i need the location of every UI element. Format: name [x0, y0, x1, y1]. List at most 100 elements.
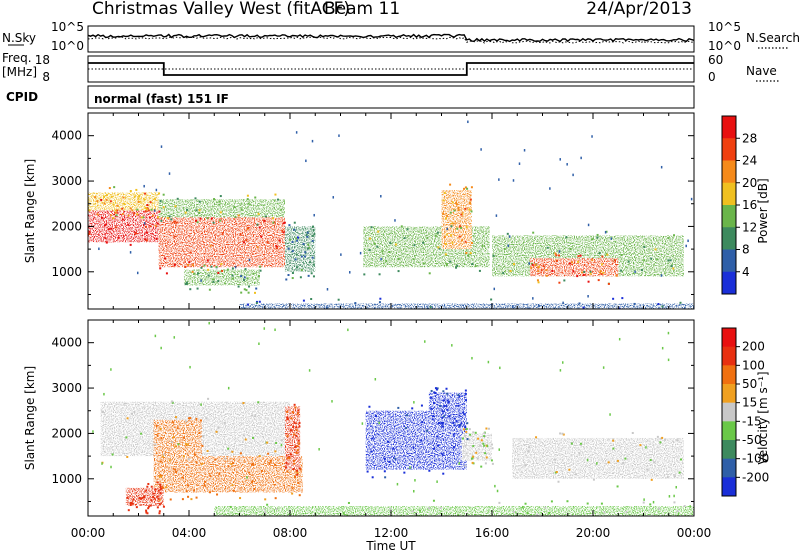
power-speck [195, 219, 198, 222]
power-speck [679, 301, 682, 304]
velocity-speck [227, 447, 230, 450]
velocity-speck [384, 476, 387, 479]
velocity-speck [667, 331, 670, 335]
power-speck [537, 281, 540, 284]
power-speck [551, 269, 554, 272]
velocity-speck [293, 462, 296, 465]
power-speck [213, 198, 216, 201]
power-speck [469, 198, 472, 201]
power-speck [492, 254, 495, 257]
nave-label: Nave [746, 64, 777, 78]
power-speck [274, 193, 277, 196]
velocity-y-axis-label: Slant Range [km] [23, 366, 37, 470]
velocity-region [428, 392, 467, 420]
velocity-speck [678, 471, 681, 474]
power-speck [282, 231, 285, 234]
power-speck [481, 244, 484, 247]
power-region [88, 192, 159, 211]
power-speck [598, 252, 601, 255]
velocity-speck [161, 455, 164, 458]
power-speck [465, 226, 468, 229]
velocity-speck [157, 497, 160, 500]
power-speck [103, 202, 106, 205]
velocity-speck [622, 461, 625, 464]
power-speck [606, 253, 609, 256]
power-speck [381, 250, 384, 253]
velocity-speck [412, 446, 415, 449]
velocity-speck [553, 522, 555, 524]
velocity-speck [432, 447, 435, 450]
velocity-speck [465, 427, 468, 430]
velocity-speck [427, 507, 430, 510]
velocity-speck [490, 459, 493, 462]
velocity-speck [486, 444, 489, 448]
power-speck [380, 194, 382, 198]
velocity-speck [286, 417, 289, 420]
velocity-speck [232, 489, 235, 492]
velocity-speck [578, 452, 581, 455]
velocity-speck [418, 509, 421, 512]
power-speck [380, 257, 382, 261]
power-speck [534, 264, 537, 267]
power-speck [437, 246, 440, 249]
power-speck [159, 267, 162, 270]
velocity-speck [253, 487, 256, 490]
velocity-speck [172, 467, 175, 470]
power-speck [176, 197, 179, 200]
power-speck [307, 243, 310, 246]
velocity-speck [421, 421, 424, 424]
power-speck [143, 184, 145, 188]
velocity-speck [548, 512, 551, 515]
velocity-speck [371, 476, 374, 479]
velocity-speck [618, 337, 621, 341]
power-speck [467, 254, 470, 257]
power-speck [493, 287, 496, 291]
power-speck [685, 244, 687, 248]
velocity-speck [111, 453, 114, 456]
power-region [158, 199, 285, 218]
power-speck [107, 228, 110, 231]
velocity-speck [145, 511, 148, 514]
power-speck [457, 207, 460, 210]
power-speck [591, 135, 593, 138]
power-speck [326, 288, 329, 291]
power-speck [569, 314, 571, 316]
power-speck [385, 260, 388, 263]
velocity-speck [394, 518, 396, 520]
velocity-speck [293, 475, 296, 478]
power-colorbar-segment [722, 271, 736, 295]
time-tick-label: 12:00 [374, 526, 409, 540]
power-speck [412, 258, 415, 261]
velocity-speck [169, 498, 172, 501]
power-speck [537, 270, 540, 273]
power-region [441, 190, 472, 250]
power-speck [193, 272, 196, 275]
power-speck [468, 208, 471, 211]
velocity-speck [457, 404, 460, 407]
velocity-speck [291, 487, 294, 490]
velocity-speck [432, 499, 435, 502]
velocity-speck [397, 406, 400, 409]
power-speck [582, 273, 585, 276]
velocity-speck [452, 422, 455, 425]
power-speck [599, 270, 602, 273]
power-speck [289, 238, 292, 241]
velocity-speck [562, 433, 565, 436]
power-speck [300, 255, 303, 258]
velocity-speck [433, 402, 436, 405]
power-colorbar-segment [722, 116, 736, 139]
velocity-colorbar-tick-label: -50 [742, 433, 762, 447]
power-speck [219, 195, 222, 198]
power-speck [536, 279, 539, 282]
power-speck [305, 159, 307, 163]
velocity-speck [331, 400, 333, 403]
power-speck [195, 209, 198, 212]
velocity-speck [242, 402, 245, 405]
velocity-speck [466, 438, 469, 441]
power-speck [212, 280, 215, 283]
velocity-speck [195, 417, 198, 420]
power-speck [397, 270, 400, 273]
velocity-speck [446, 408, 449, 411]
power-speck [558, 281, 561, 284]
power-speck [288, 224, 291, 227]
